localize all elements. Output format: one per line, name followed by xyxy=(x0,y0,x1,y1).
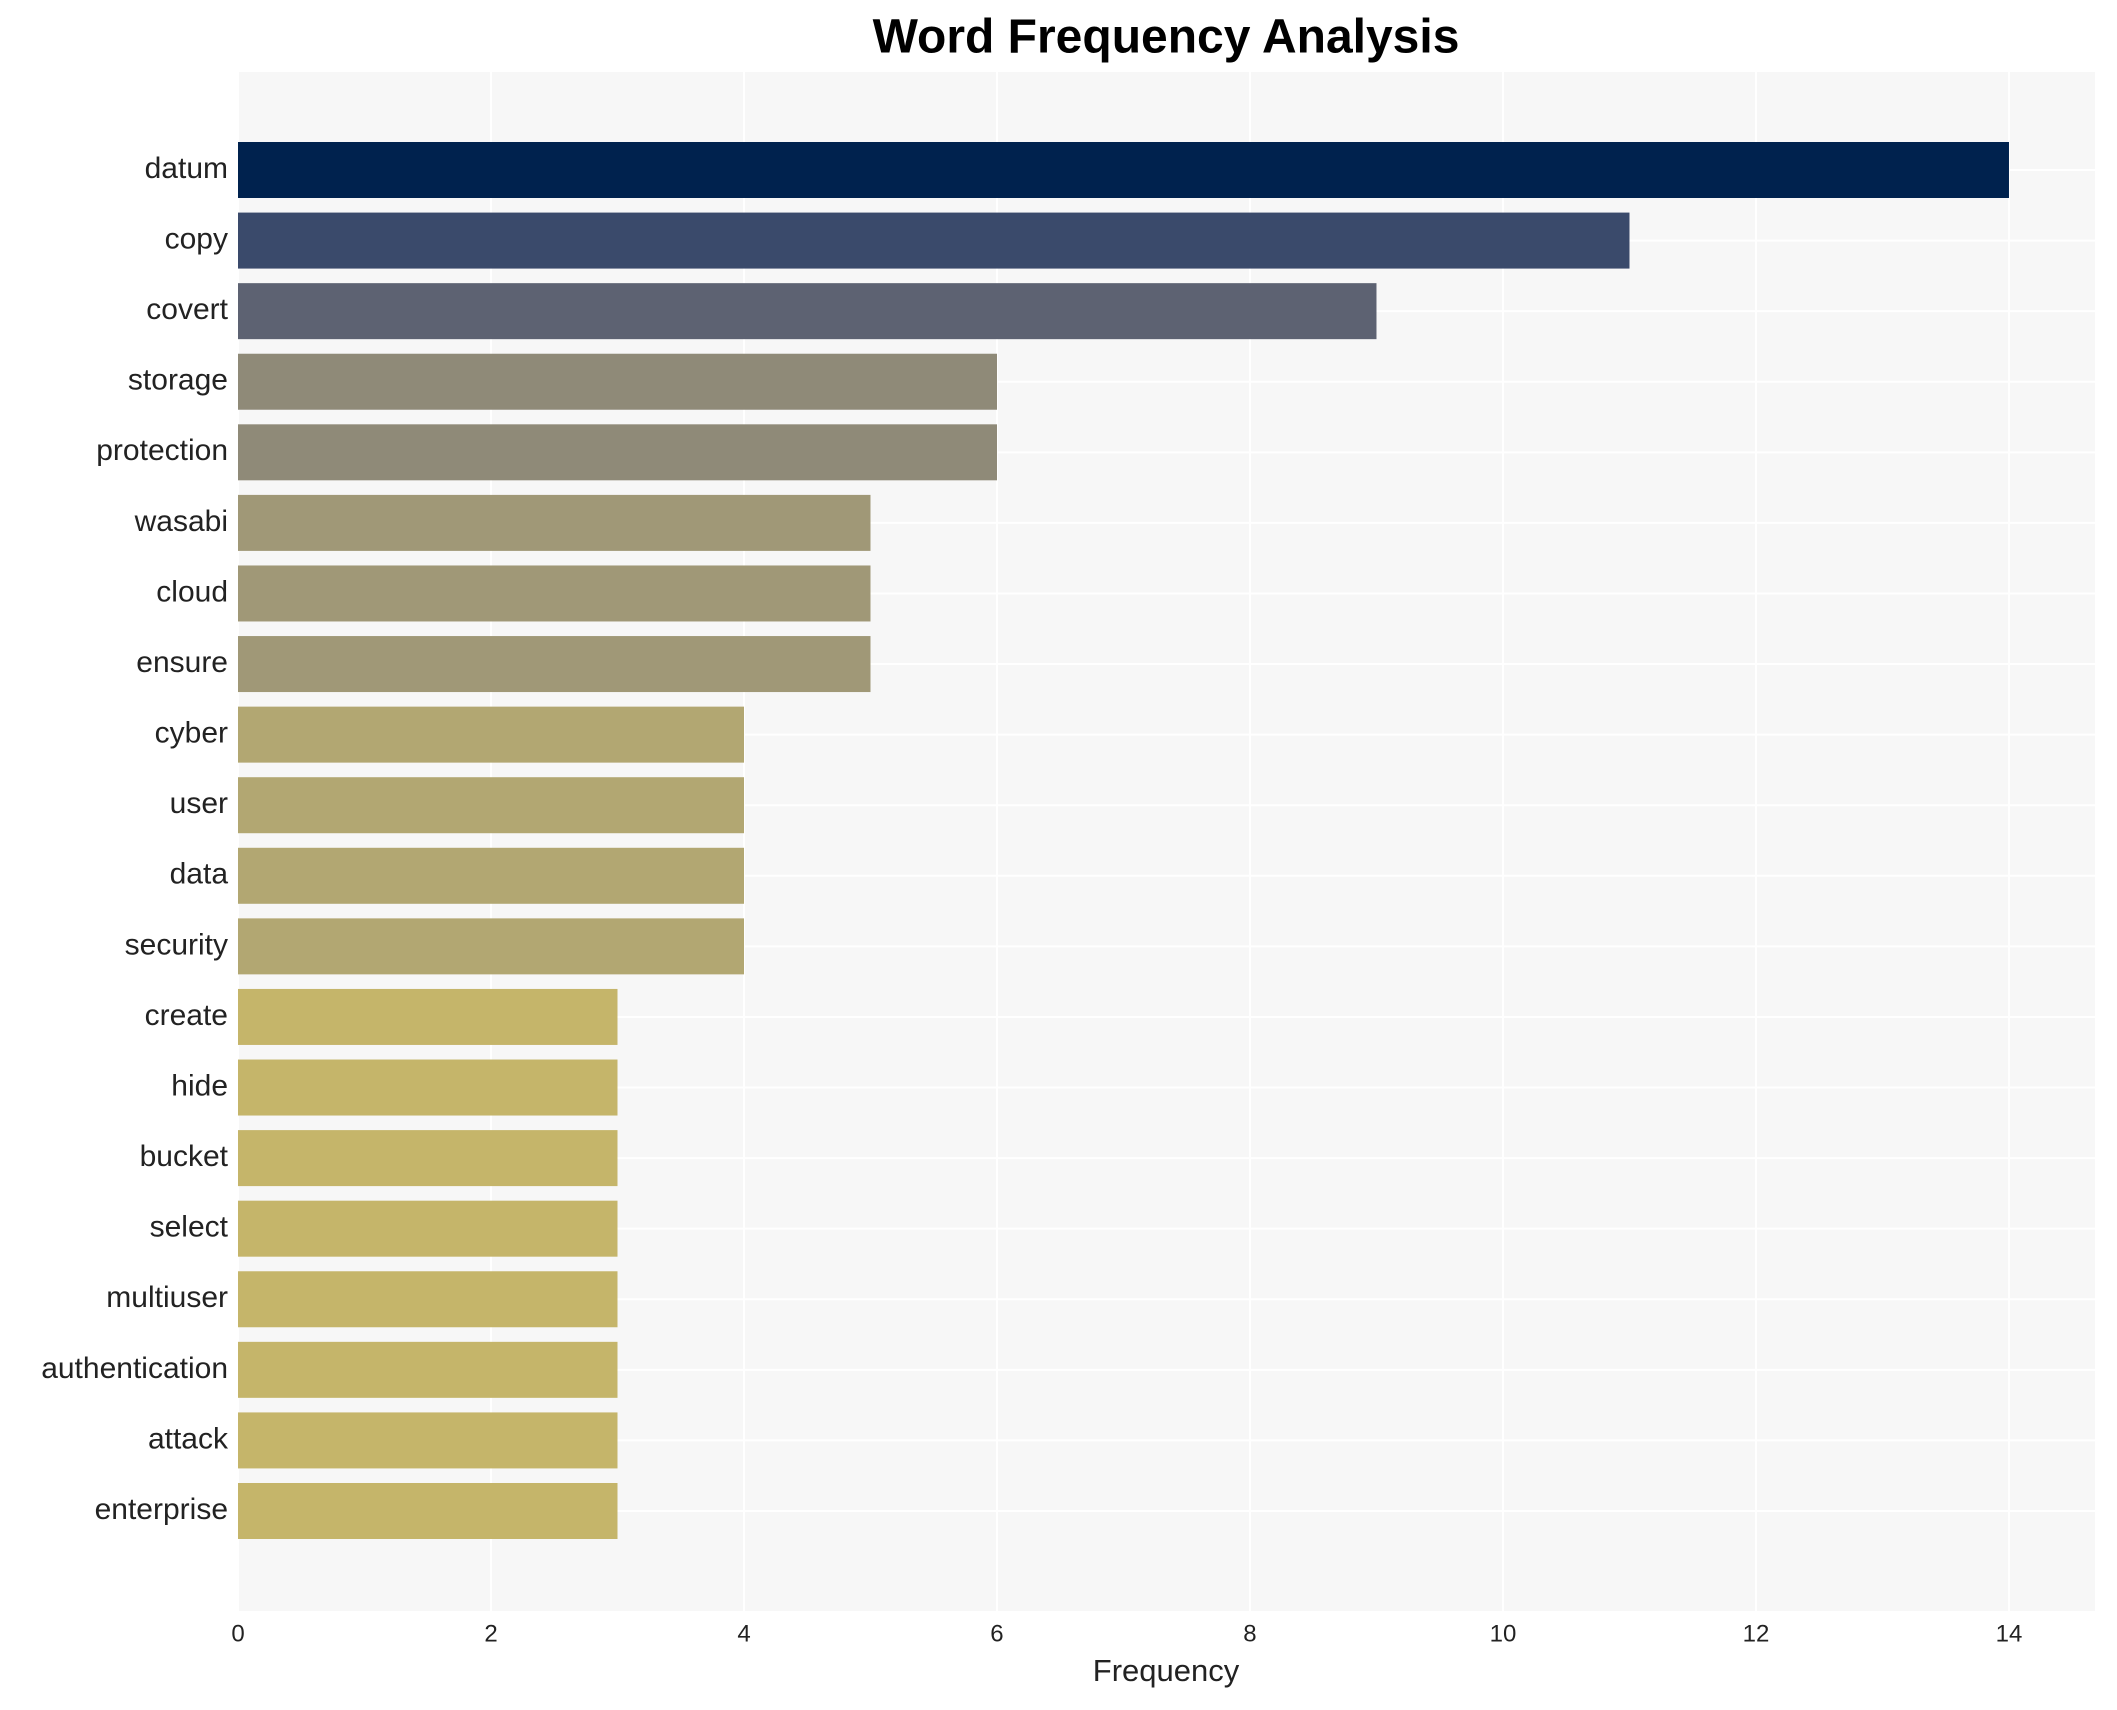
y-tick-label: covert xyxy=(146,293,228,326)
bar xyxy=(238,706,744,763)
chart-title: Word Frequency Analysis xyxy=(873,11,1460,64)
y-tick-label: datum xyxy=(145,152,228,185)
bar xyxy=(238,988,618,1045)
y-tick-label: multiuser xyxy=(106,1281,228,1314)
y-tick-label: attack xyxy=(148,1422,229,1455)
bar xyxy=(238,142,2009,198)
x-tick-label: 4 xyxy=(737,1620,750,1647)
y-tick-label: select xyxy=(150,1211,229,1244)
bar xyxy=(238,636,871,693)
y-tick-label: enterprise xyxy=(95,1493,228,1526)
y-tick-label: storage xyxy=(128,364,228,397)
x-tick-label: 2 xyxy=(484,1620,497,1647)
y-tick-label: user xyxy=(170,787,228,820)
x-tick-label: 12 xyxy=(1743,1620,1770,1647)
y-tick-label: create xyxy=(145,999,228,1032)
bar xyxy=(238,1059,618,1116)
x-tick-label: 14 xyxy=(1996,1620,2023,1647)
bar xyxy=(238,494,871,551)
x-tick-label: 0 xyxy=(231,1620,244,1647)
bar xyxy=(238,353,997,410)
bar xyxy=(238,424,997,481)
bar xyxy=(238,1412,618,1469)
x-tick-label: 6 xyxy=(990,1620,1003,1647)
bar xyxy=(238,847,744,904)
bar xyxy=(238,1200,618,1257)
y-tick-label: wasabi xyxy=(134,505,228,538)
bar xyxy=(238,212,1630,269)
bar xyxy=(238,1483,618,1539)
y-tick-label: cloud xyxy=(156,575,228,608)
bar xyxy=(238,283,1377,340)
bar xyxy=(238,777,744,834)
y-tick-label: hide xyxy=(171,1069,228,1102)
y-tick-label: bucket xyxy=(140,1140,229,1173)
bar xyxy=(238,565,871,622)
bar xyxy=(238,1271,618,1328)
y-tick-label: copy xyxy=(165,223,228,256)
bar xyxy=(238,1341,618,1398)
y-tick-label: cyber xyxy=(155,717,228,750)
bar xyxy=(238,1130,618,1187)
x-tick-label: 8 xyxy=(1243,1620,1256,1647)
y-tick-label: security xyxy=(125,928,228,961)
bar xyxy=(238,918,744,975)
x-tick-label: 10 xyxy=(1490,1620,1517,1647)
x-axis-label: Frequency xyxy=(1093,1653,1240,1688)
y-tick-label: data xyxy=(170,858,229,891)
y-tick-label: authentication xyxy=(41,1352,228,1385)
y-tick-label: protection xyxy=(96,434,228,467)
y-tick-label: ensure xyxy=(136,646,228,679)
